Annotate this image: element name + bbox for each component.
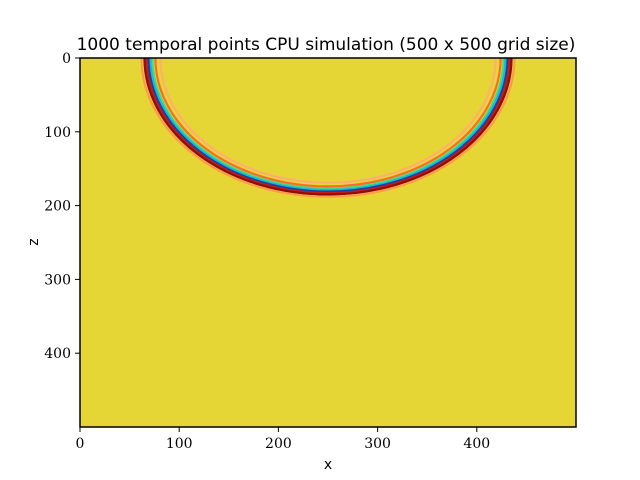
wavefront-rings [140,58,516,198]
y-tick-label: 300 [44,272,71,288]
y-tick-label: 0 [62,51,71,67]
wavefront-ring [147,58,509,193]
x-tick-label: 400 [463,436,490,452]
x-tick-label: 300 [364,436,391,452]
chart-title: 1000 temporal points CPU simulation (500… [77,35,576,55]
x-axis-ticks: 0 100 200 300 400 [76,427,490,452]
wavefront-ring [145,58,511,195]
x-tick-label: 200 [265,436,292,452]
heatmap-background [80,58,576,427]
x-tick-label: 100 [166,436,193,452]
y-tick-label: 100 [44,125,71,141]
x-tick-label: 0 [76,436,85,452]
wavefront-ring [143,58,513,196]
y-tick-label: 400 [44,346,71,362]
wavefront-ring [154,58,502,188]
y-tick-label: 200 [44,199,71,215]
x-axis-label: x [324,457,332,473]
y-axis-label: z [26,238,42,245]
wavefront-ring [140,58,516,198]
y-axis-ticks: 0 100 200 300 400 [44,51,80,362]
wavefront-ring [159,58,497,184]
wavefront-ring [151,58,505,190]
plot-frame [79,57,577,428]
wavefront-ring [149,58,507,192]
